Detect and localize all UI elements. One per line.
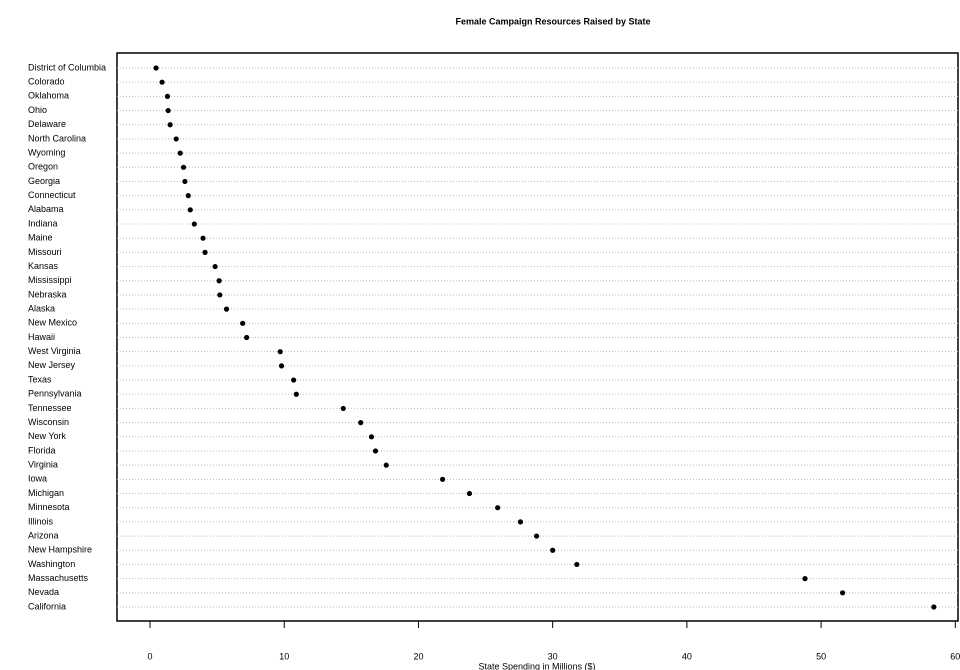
y-tick-label: Oklahoma [28, 91, 69, 101]
y-tick-label: Kansas [28, 261, 59, 271]
x-tick-label: 0 [148, 651, 153, 661]
y-tick-label: Pennsylvania [28, 389, 82, 399]
y-tick-label: Florida [28, 445, 56, 455]
dot [185, 193, 191, 199]
y-tick-label: Nevada [28, 587, 59, 597]
y-tick-label: Minnesota [28, 502, 70, 512]
y-tick-label: Hawaii [28, 332, 55, 342]
dot [368, 434, 375, 440]
dot [277, 349, 283, 355]
y-tick-label: Alabama [28, 204, 64, 214]
y-tick-label: North Carolina [28, 133, 86, 143]
dot [440, 476, 446, 482]
y-tick-label: Wyoming [28, 147, 65, 157]
y-tick-label: New Jersey [28, 360, 76, 370]
dot [173, 136, 179, 142]
dot [358, 420, 364, 426]
dot [550, 547, 556, 553]
y-tick-label: Tennessee [28, 403, 72, 413]
y-tick-label: Nebraska [28, 289, 67, 299]
dot [202, 249, 208, 255]
dot [931, 604, 937, 610]
y-tick-label: New Hampshire [28, 545, 92, 555]
x-tick-label: 20 [413, 651, 423, 661]
dot [200, 235, 206, 241]
x-axis-label: State Spending in Millions ($) [478, 661, 595, 670]
y-tick-label: New Mexico [28, 318, 77, 328]
dot [372, 448, 379, 454]
chart-title: Female Campaign Resources Raised by Stat… [455, 16, 650, 26]
y-tick-label: New York [28, 431, 67, 441]
y-tick-label: District of Columbia [28, 62, 106, 72]
y-tick-label: Indiana [28, 218, 58, 228]
dot [167, 122, 173, 128]
dot [159, 79, 165, 85]
dot [293, 391, 299, 397]
y-tick-label: Alaska [28, 304, 55, 314]
dot [177, 150, 183, 156]
y-tick-label: California [28, 601, 66, 611]
dot [212, 263, 218, 270]
dot [533, 533, 540, 539]
dot [278, 363, 285, 369]
y-tick-label: Michigan [28, 488, 64, 498]
dot [383, 462, 389, 468]
y-tick-label: Maine [28, 233, 53, 243]
dot [223, 306, 230, 312]
y-tick-label: West Virginia [28, 346, 81, 356]
y-tick-label: Wisconsin [28, 417, 69, 427]
dot [153, 65, 159, 71]
x-tick-label: 40 [682, 651, 692, 661]
y-tick-label: Delaware [28, 119, 66, 129]
y-tick-label: Colorado [28, 77, 65, 87]
y-tick-label: Oregon [28, 162, 58, 172]
x-tick-label: 50 [816, 651, 826, 661]
y-tick-label: Missouri [28, 247, 62, 257]
dot [216, 278, 222, 284]
dot [180, 164, 187, 170]
dot [182, 178, 188, 185]
y-tick-label: Illinois [28, 516, 54, 526]
y-tick-label: Texas [28, 374, 52, 384]
dot [217, 292, 223, 298]
y-tick-label: Iowa [28, 474, 47, 484]
x-tick-label: 30 [548, 651, 558, 661]
dot [495, 505, 501, 511]
dot [802, 576, 808, 582]
dot [839, 590, 846, 596]
x-tick-label: 60 [950, 651, 960, 661]
dot [164, 93, 171, 99]
dot [187, 207, 193, 213]
dot [466, 490, 473, 497]
y-tick-label: Mississippi [28, 275, 72, 285]
y-tick-label: Washington [28, 559, 75, 569]
y-tick-label: Virginia [28, 460, 58, 470]
dot [574, 561, 580, 568]
dot [191, 221, 197, 227]
y-tick-label: Connecticut [28, 190, 76, 200]
y-tick-label: Ohio [28, 105, 47, 115]
x-tick-label: 10 [279, 651, 289, 661]
dot [517, 519, 524, 525]
dot [291, 377, 297, 383]
dot [240, 320, 246, 326]
y-tick-label: Massachusetts [28, 573, 89, 583]
dot [165, 107, 171, 114]
dot [340, 405, 346, 412]
y-tick-label: Georgia [28, 176, 60, 186]
dot [244, 334, 250, 341]
y-tick-label: Arizona [28, 530, 59, 540]
